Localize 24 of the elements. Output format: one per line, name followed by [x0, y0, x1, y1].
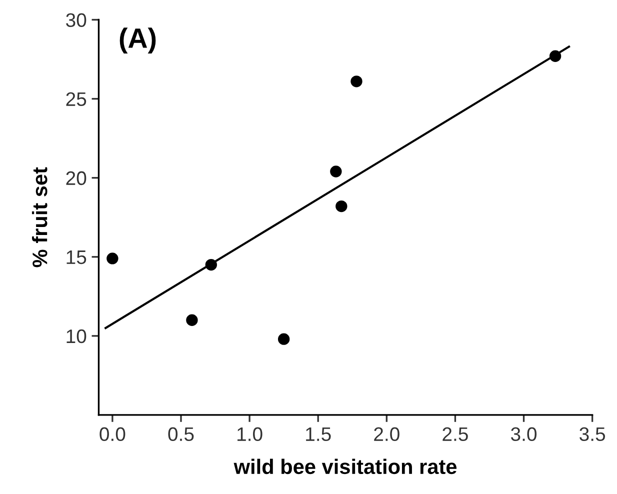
y-tick-label: 30: [66, 13, 86, 27]
y-tick-label: 25: [66, 92, 86, 106]
point: [350, 76, 362, 88]
x-tick-label: 0.5: [168, 427, 194, 442]
point: [549, 50, 562, 62]
point: [278, 333, 290, 345]
x-tick-label: 2.5: [442, 427, 468, 442]
x-tick-label: 1.5: [306, 427, 331, 442]
x-tick-label: 0.0: [100, 427, 126, 442]
annotation: (A): [120, 28, 156, 54]
y-tick-label: 15: [66, 250, 86, 264]
x-axis-title: wild bee visitation rate: [234, 458, 457, 474]
x-tick-label: 1.0: [238, 427, 262, 442]
x-tick-label: 3.0: [510, 427, 537, 442]
x-tick-label: 3.5: [580, 427, 606, 442]
y-axis-title: % fruit set: [32, 167, 48, 268]
point: [336, 200, 348, 212]
point: [205, 258, 217, 271]
y-tick-label: 10: [66, 329, 86, 344]
point: [106, 252, 118, 264]
x-tick-label: 2.0: [374, 427, 400, 442]
point: [330, 166, 342, 178]
y-tick-label: 20: [66, 171, 86, 186]
point: [186, 314, 198, 326]
